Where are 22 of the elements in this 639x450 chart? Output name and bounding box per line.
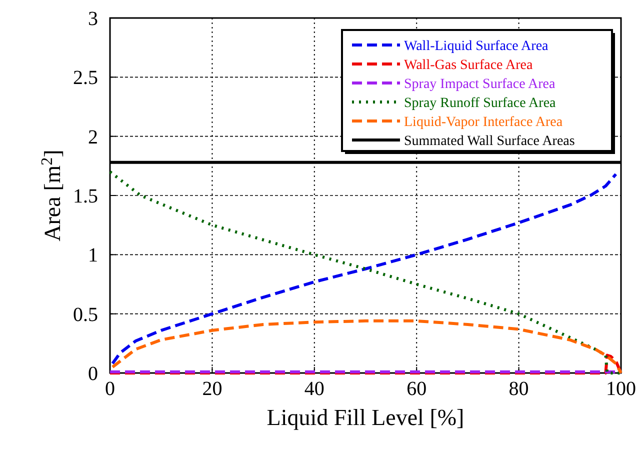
x-tick-label: 100: [606, 378, 636, 400]
legend-label: Spray Impact Surface Area: [404, 77, 556, 92]
line-series: [111, 319, 622, 374]
y-tick-label: 1: [88, 244, 98, 267]
line-series: [108, 354, 622, 374]
legend-label: Wall-Gas Surface Area: [404, 58, 534, 73]
x-tick-label: 20: [202, 378, 222, 400]
legend-label: Summated Wall Surface Areas: [404, 134, 575, 149]
legend-label: Liquid-Vapor Interface Area: [404, 115, 564, 130]
y-tick-label: 1.5: [73, 186, 98, 208]
y-tick-label: 0: [88, 363, 98, 385]
x-tick-label: 60: [406, 378, 427, 400]
y-tick-label: 0.5: [73, 304, 98, 326]
x-tick-label: 40: [304, 378, 324, 400]
y-tick-label: 2.5: [73, 67, 98, 90]
y-tick-label: 2: [88, 126, 98, 148]
x-tick-label: 80: [508, 378, 529, 400]
y-tick-label: 3: [88, 8, 98, 30]
legend-label: Spray Runoff Surface Area: [404, 96, 557, 111]
x-tick-label: 0: [105, 378, 115, 400]
x-axis-title: Liquid Fill Level [%]: [266, 405, 464, 430]
legend-label: Wall-Liquid Surface Area: [404, 39, 550, 54]
